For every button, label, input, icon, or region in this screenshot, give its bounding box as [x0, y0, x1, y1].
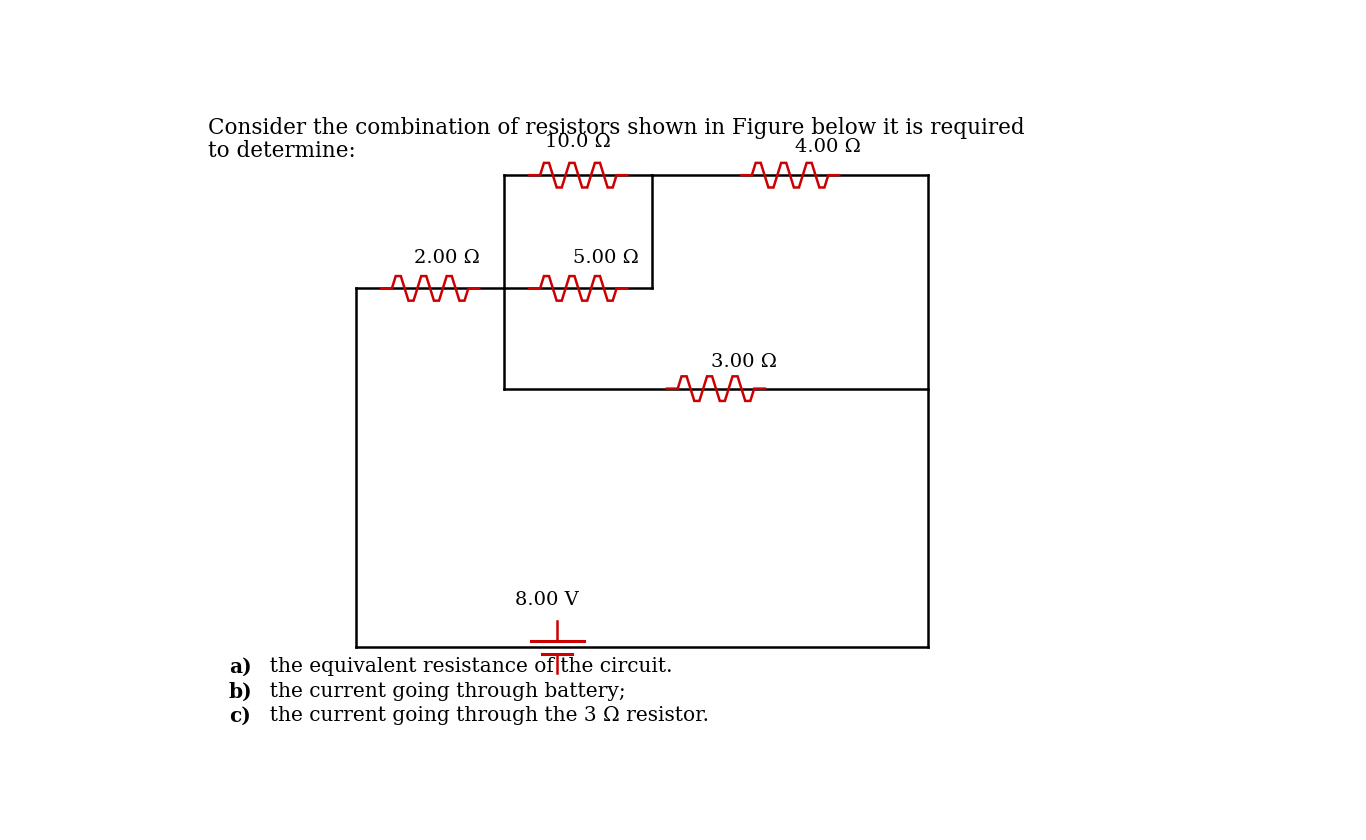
Text: the equivalent resistance of the circuit.: the equivalent resistance of the circuit…: [257, 657, 672, 676]
Text: to determine:: to determine:: [208, 139, 355, 161]
Text: 10.0 Ω: 10.0 Ω: [545, 133, 611, 150]
Text: 5.00 Ω: 5.00 Ω: [574, 249, 639, 267]
Text: the current going through battery;: the current going through battery;: [257, 681, 626, 701]
Text: the current going through the 3 Ω resistor.: the current going through the 3 Ω resist…: [257, 706, 709, 725]
Text: 3.00 Ω: 3.00 Ω: [710, 353, 777, 370]
Text: a): a): [229, 657, 251, 677]
Text: 8.00 V: 8.00 V: [515, 591, 578, 608]
Text: 2.00 Ω: 2.00 Ω: [414, 249, 479, 267]
Text: c): c): [229, 706, 251, 727]
Text: Consider the combination of resistors shown in Figure below it is required: Consider the combination of resistors sh…: [208, 117, 1024, 139]
Text: b): b): [229, 681, 253, 701]
Text: 4.00 Ω: 4.00 Ω: [795, 138, 861, 155]
